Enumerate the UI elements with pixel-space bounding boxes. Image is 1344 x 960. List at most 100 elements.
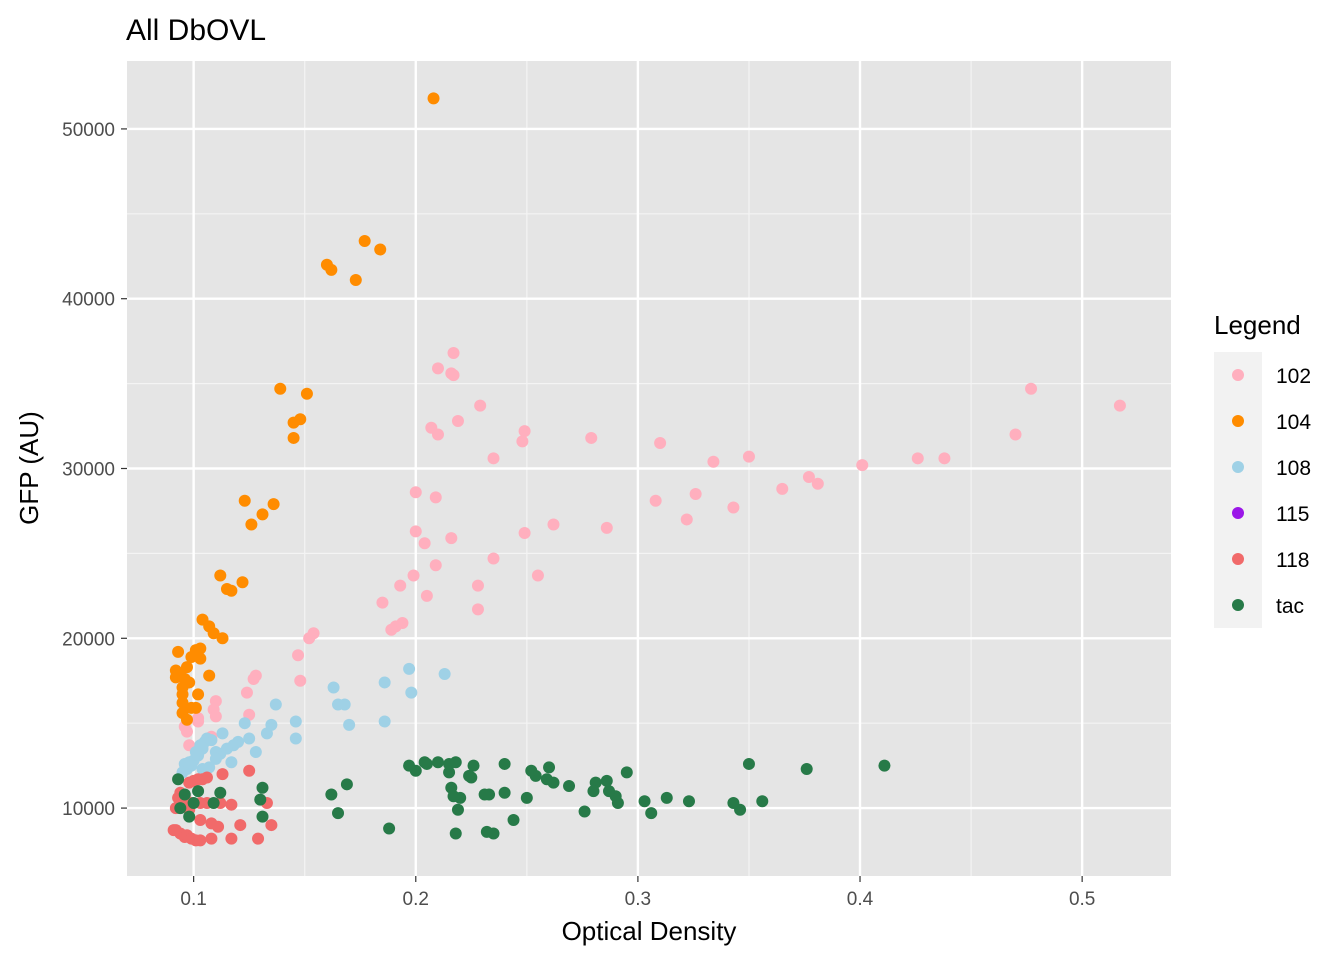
legend-title: Legend xyxy=(1214,310,1301,340)
data-point xyxy=(447,369,460,382)
data-point xyxy=(451,414,464,427)
data-point xyxy=(1113,399,1126,412)
legend-label: 104 xyxy=(1276,411,1311,434)
data-point xyxy=(340,778,353,791)
data-point xyxy=(189,701,202,714)
data-point xyxy=(409,525,422,538)
data-point xyxy=(938,452,951,465)
data-point xyxy=(260,727,273,740)
data-point xyxy=(249,746,262,759)
data-point xyxy=(192,715,205,728)
data-point xyxy=(742,757,755,770)
data-point xyxy=(420,589,433,602)
legend-label: 118 xyxy=(1276,549,1309,572)
data-point xyxy=(338,698,351,711)
data-point xyxy=(254,793,267,806)
data-point xyxy=(802,470,815,483)
data-point xyxy=(856,459,869,472)
x-tick-label: 0.5 xyxy=(1069,889,1095,910)
data-point xyxy=(174,802,187,815)
data-point xyxy=(431,362,444,375)
x-axis-title: Optical Density xyxy=(562,916,737,946)
data-point xyxy=(236,576,249,589)
data-point xyxy=(689,487,702,500)
data-point xyxy=(172,773,185,786)
data-point xyxy=(518,425,531,438)
data-point xyxy=(183,810,196,823)
data-point xyxy=(811,477,824,490)
data-point xyxy=(194,642,207,655)
data-point xyxy=(216,632,229,645)
data-point xyxy=(378,715,391,728)
legend-key-118 xyxy=(1232,553,1244,565)
data-point xyxy=(207,796,220,809)
data-point xyxy=(209,710,222,723)
y-tick-label: 10000 xyxy=(62,799,115,820)
data-point xyxy=(332,807,345,820)
series-102 xyxy=(178,347,1126,752)
data-point xyxy=(451,803,464,816)
data-point xyxy=(300,387,313,400)
data-point xyxy=(327,681,340,694)
data-point xyxy=(449,827,462,840)
data-point xyxy=(443,757,456,770)
data-point xyxy=(429,491,442,504)
data-point xyxy=(394,579,407,592)
data-point xyxy=(214,569,227,582)
data-point xyxy=(194,834,207,847)
data-point xyxy=(487,452,500,465)
data-point xyxy=(234,819,247,832)
data-point xyxy=(487,552,500,565)
data-point xyxy=(203,761,216,774)
data-point xyxy=(238,494,251,507)
data-point xyxy=(214,786,227,799)
data-point xyxy=(225,756,238,769)
data-point xyxy=(256,810,269,823)
legend-key-background xyxy=(1214,352,1262,628)
data-point xyxy=(600,774,613,787)
data-point xyxy=(403,759,416,772)
data-point xyxy=(447,347,460,360)
data-point xyxy=(409,486,422,499)
data-point xyxy=(183,776,196,789)
data-point xyxy=(243,764,256,777)
data-point xyxy=(265,819,278,832)
y-tick-label: 30000 xyxy=(62,460,115,481)
data-point xyxy=(176,696,189,709)
data-point xyxy=(660,791,673,804)
data-point xyxy=(385,623,398,636)
data-point xyxy=(187,796,200,809)
data-point xyxy=(649,494,662,507)
data-point xyxy=(205,832,218,845)
data-point xyxy=(563,780,576,793)
data-point xyxy=(498,786,511,799)
series-108 xyxy=(176,662,451,779)
data-point xyxy=(245,518,258,531)
legend-key-104 xyxy=(1232,415,1244,427)
data-point xyxy=(194,652,207,665)
data-point xyxy=(303,632,316,645)
data-point xyxy=(471,603,484,616)
data-point xyxy=(578,805,591,818)
data-point xyxy=(180,713,193,726)
data-point xyxy=(429,559,442,572)
data-point xyxy=(727,796,740,809)
x-tick-label: 0.1 xyxy=(180,889,206,910)
legend-key-tac xyxy=(1232,599,1244,611)
x-tick-label: 0.2 xyxy=(403,889,429,910)
data-point xyxy=(431,428,444,441)
data-point xyxy=(800,763,813,776)
data-point xyxy=(383,822,396,835)
legend: Legend 102 104 108 115 118 tac xyxy=(1214,310,1311,628)
legend-label: 115 xyxy=(1276,503,1309,526)
data-point xyxy=(212,820,225,833)
y-tick-label: 50000 xyxy=(62,120,115,141)
data-point xyxy=(247,673,260,686)
data-point xyxy=(403,662,416,675)
data-point xyxy=(911,452,924,465)
data-point xyxy=(507,813,520,826)
data-point xyxy=(474,399,487,412)
data-point xyxy=(645,807,658,820)
data-point xyxy=(287,431,300,444)
data-point xyxy=(178,788,191,801)
